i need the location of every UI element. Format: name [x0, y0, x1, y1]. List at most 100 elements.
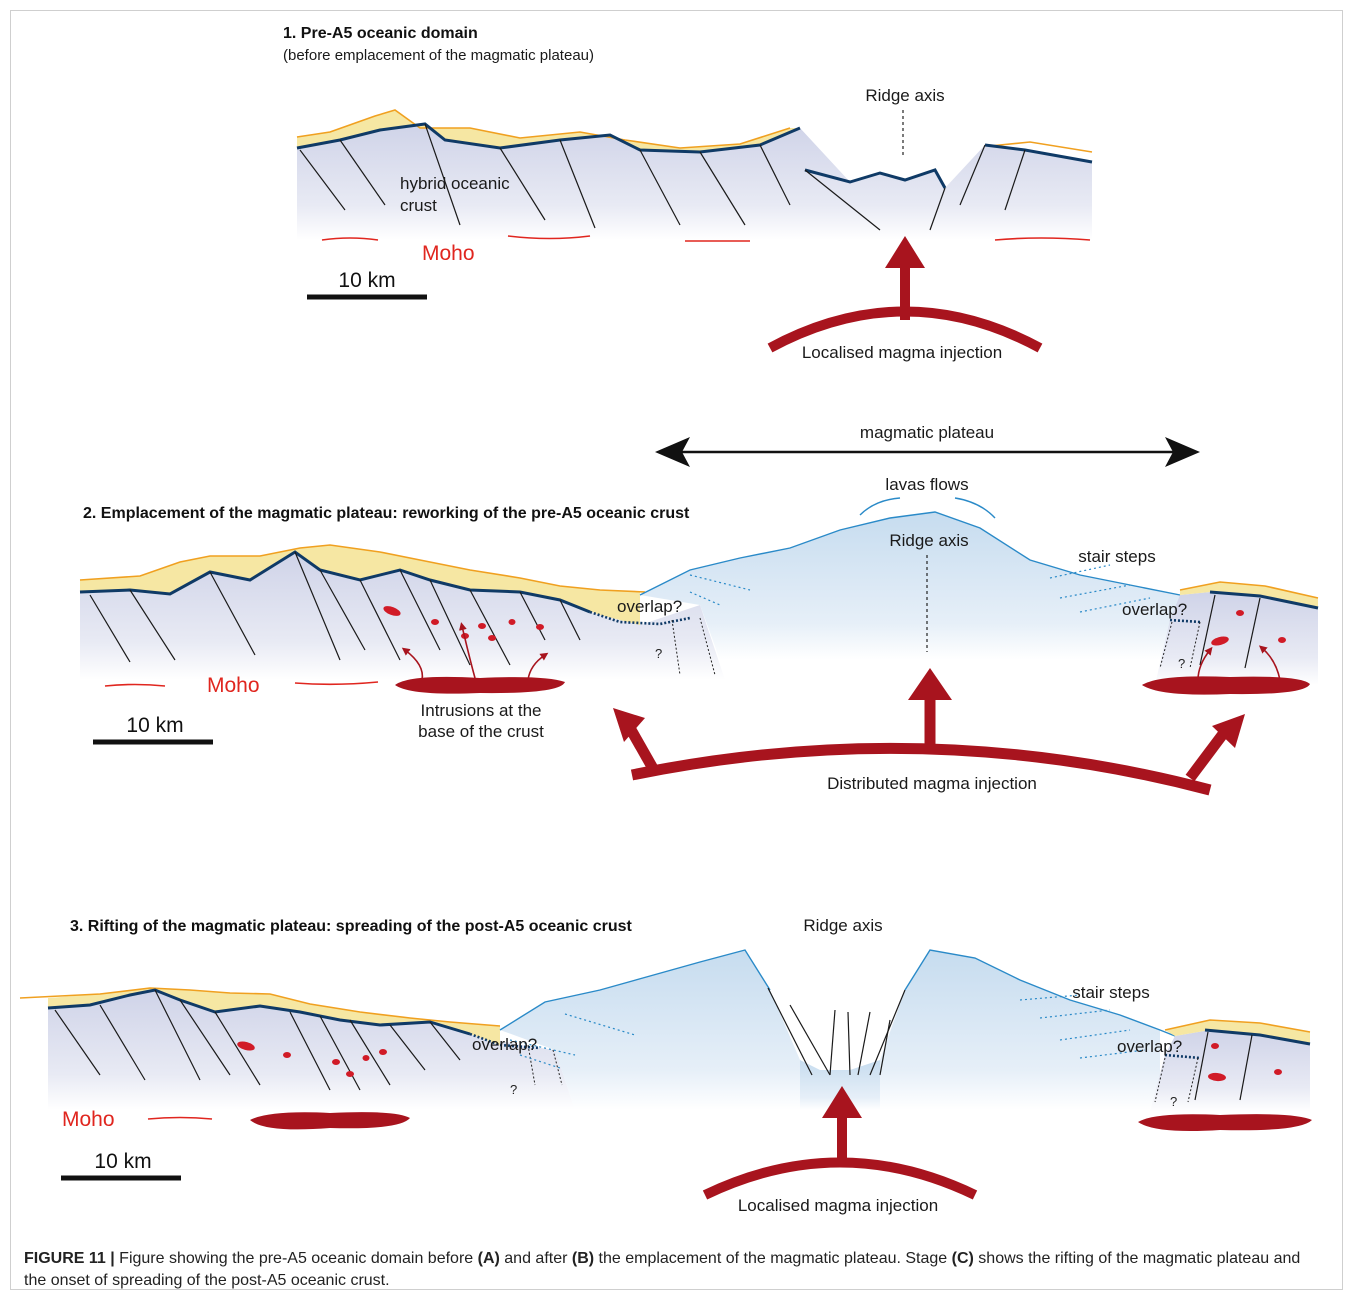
panel1-scale-label: 10 km	[338, 269, 395, 292]
panel2-plateau-arrowhead-right	[1165, 437, 1200, 467]
panel1-crust-label-1: hybrid oceanic	[400, 174, 510, 193]
panel2-plateau-label: magmatic plateau	[860, 423, 994, 442]
panel3-overlap-label-right: overlap?	[1117, 1037, 1182, 1056]
panel2-sediment-line	[79, 544, 646, 593]
panel3-question-right: ?	[1170, 1094, 1177, 1109]
panel2-basement-right	[1209, 590, 1319, 610]
panel2-scale-label: 10 km	[126, 714, 183, 737]
panel3-magma-arrows	[702, 1112, 978, 1200]
panel-3: 3. Rifting of the magmatic plateau: spre…	[19, 916, 1312, 1215]
panel3-stair-steps	[509, 994, 1146, 1069]
panel3-overlap-right	[1164, 1053, 1201, 1060]
panel3-magma-body-left	[250, 1112, 410, 1130]
panel2-overlap-right	[1169, 618, 1201, 624]
panel1-title: 1. Pre-A5 oceanic domain	[283, 25, 478, 42]
panel2-intrusion-arrows	[401, 622, 1281, 681]
figure-diagram: 1. Pre-A5 oceanic domain (before emplace…	[19, 25, 1319, 1215]
panel2-plateau-line	[639, 511, 1181, 596]
panel2-crust-right	[1155, 592, 1318, 685]
panel1-crust	[297, 124, 1092, 240]
caption-text-3: the emplacement of the magmatic plateau.…	[594, 1250, 952, 1267]
panel2-injection-label: Distributed magma injection	[827, 774, 1037, 793]
panel1-sediment-line	[296, 109, 791, 149]
panel1-arrowhead	[885, 236, 925, 268]
panel3-faults-left	[54, 989, 461, 1091]
panel2-question-right: ?	[1178, 656, 1185, 671]
panel3-plateau-right	[880, 950, 1160, 1110]
panel3-basement-right	[1204, 1028, 1311, 1046]
panel3-rift-faults	[767, 987, 906, 1076]
caption-label: FIGURE 11 |	[24, 1250, 115, 1267]
panel2-sediment-line-right	[1179, 581, 1319, 599]
panel2-moho-label: Moho	[207, 674, 260, 697]
panel3-scale-label: 10 km	[94, 1150, 151, 1173]
panel3-arrowhead	[822, 1086, 862, 1118]
panel3-injection-label: Localised magma injection	[738, 1196, 938, 1215]
panel3-sediment-line	[19, 987, 501, 1027]
panel1-injection-label: Localised magma injection	[802, 343, 1002, 362]
panel2-stair-steps	[689, 564, 1151, 613]
panel3-crust-right	[1150, 1030, 1310, 1112]
panel2-ridge-axis-label: Ridge axis	[889, 531, 968, 550]
panel1-moho-label: Moho	[422, 242, 475, 265]
panel1-magma-arrows	[767, 262, 1043, 353]
panel1-basement	[296, 122, 801, 154]
panel3-plateau-line-right	[904, 949, 1176, 1037]
figure-frame	[10, 10, 1343, 1290]
panel2-plateau-arrowhead-left	[655, 437, 690, 467]
panel3-magma-body-right	[1138, 1114, 1312, 1131]
panel2-arrowhead-right	[1212, 714, 1245, 748]
panel2-intrusions-label-2: base of the crust	[418, 722, 544, 741]
panel2-overlap-label-left: overlap?	[617, 597, 682, 616]
panel3-plateau-line-left	[499, 949, 771, 1031]
caption-text-2: and after	[499, 1250, 572, 1267]
panel2-magma-body-right	[1142, 676, 1310, 695]
panel3-intrusion-blobs	[237, 1041, 1282, 1082]
panel3-crust-left	[48, 990, 575, 1110]
caption-ref-c: (C)	[951, 1250, 974, 1267]
panel3-overlap-label-left: overlap?	[472, 1035, 537, 1054]
panel3-faults-right	[1194, 1031, 1253, 1101]
panel3-overlap-faults-right	[1154, 1057, 1199, 1103]
panel3-sediment-left	[48, 988, 500, 1045]
panel2-stair-steps-label: stair steps	[1078, 547, 1155, 566]
panel1-subtitle: (before emplacement of the magmatic plat…	[283, 47, 594, 64]
panel3-basement-left	[47, 988, 471, 1036]
panel2-arrowhead-center	[908, 668, 952, 700]
panel2-intrusion-blobs	[383, 606, 1286, 646]
panel2-lava-arrow-left	[859, 497, 901, 516]
panel2-plateau	[640, 512, 1180, 660]
caption-text-4: shows the rifting of the magmatic platea…	[24, 1250, 1301, 1289]
panel3-question-left: ?	[510, 1082, 517, 1097]
panel2-crust-left	[80, 552, 725, 680]
panel1-crust-label-2: crust	[400, 196, 437, 215]
panel3-ridge-axis-label: Ridge axis	[803, 916, 882, 935]
panel3-moho-label: Moho	[62, 1108, 115, 1131]
caption-text-1: Figure showing the pre-A5 oceanic domain…	[114, 1250, 478, 1267]
panel2-faults-right	[1199, 594, 1261, 669]
panel1-ridge-basement	[804, 168, 947, 189]
panel2-lavas-label: lavas flows	[885, 475, 968, 494]
panel2-sediment-left	[80, 545, 640, 625]
panel1-moho-lines	[321, 235, 1091, 242]
panel3-title: 3. Rifting of the magmatic plateau: spre…	[70, 918, 633, 935]
panel1-ridge-axis-label: Ridge axis	[865, 86, 944, 105]
panel2-magma-arrows	[625, 696, 1231, 796]
panel2-overlap-faults-left	[671, 617, 716, 676]
panel2-intrusions-label-1: Intrusions at the	[421, 701, 542, 720]
panel3-sediment-line-right	[1164, 1019, 1311, 1033]
panel3-overlap-faults-left	[527, 1044, 563, 1086]
panel2-faults-left	[89, 551, 581, 666]
panel2-question-left: ?	[655, 646, 662, 661]
panel3-stair-steps-label: stair steps	[1072, 983, 1149, 1002]
panel2-overlap-label-right: overlap?	[1122, 600, 1187, 619]
panel-1: 1. Pre-A5 oceanic domain (before emplace…	[283, 25, 1093, 362]
panel1-faults	[299, 123, 1026, 231]
panel-2: 2. Emplacement of the magmatic plateau: …	[79, 423, 1319, 796]
panel1-sediment-line-right	[989, 141, 1093, 153]
panel3-moho-lines	[147, 1116, 213, 1120]
panel3-rift-floor	[800, 1060, 880, 1110]
panel3-plateau-left	[500, 950, 800, 1110]
panel2-title: 2. Emplacement of the magmatic plateau: …	[83, 505, 690, 522]
caption-ref-a: (A)	[477, 1250, 500, 1267]
